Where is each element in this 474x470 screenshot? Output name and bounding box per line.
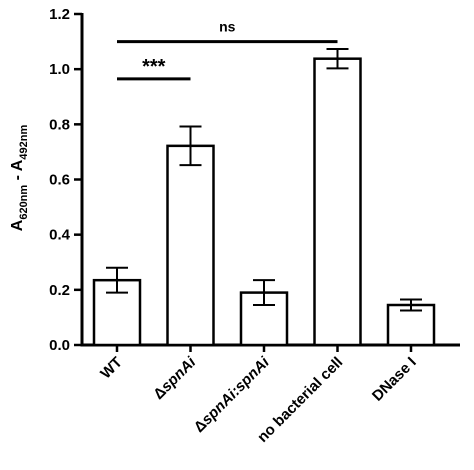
bar	[386, 303, 436, 347]
y-axis-label: A620nm - A492nm	[9, 125, 30, 232]
significance-brackets: ns ***	[117, 19, 338, 81]
x-tick-label: ΔspnAi:spnAi	[191, 353, 274, 436]
y-tick-label: 0.8	[49, 116, 70, 133]
x-tick-label: DNase I	[369, 354, 420, 405]
bar	[239, 291, 289, 347]
x-tick-label: WT	[97, 354, 126, 383]
bar	[313, 57, 362, 347]
error-bar	[106, 266, 128, 294]
bars	[92, 57, 436, 347]
bar	[92, 278, 142, 347]
y-tick-label: 0.2	[49, 282, 70, 299]
y-tick-label: 0.4	[49, 227, 71, 244]
error-bar	[253, 279, 275, 307]
error-bar	[400, 298, 422, 312]
y-tick-label: 1.2	[49, 6, 70, 23]
y-tick-label: 0.0	[49, 337, 70, 354]
error-bar	[179, 125, 202, 167]
error-bar	[326, 48, 349, 70]
y-tick-label: 1.0	[49, 61, 70, 78]
error-bars	[106, 48, 422, 312]
x-tick-label: ΔspnAi	[150, 353, 200, 403]
y-axis-title: A620nm - A492nm	[9, 125, 30, 232]
y-ticks: 0.0 0.2 0.4 0.6 0.8 1.0 1.2	[49, 6, 82, 354]
bar	[166, 144, 215, 347]
y-tick-label: 0.6	[49, 172, 70, 189]
significance-label: ns	[219, 19, 236, 35]
significance-label: ***	[142, 56, 166, 78]
